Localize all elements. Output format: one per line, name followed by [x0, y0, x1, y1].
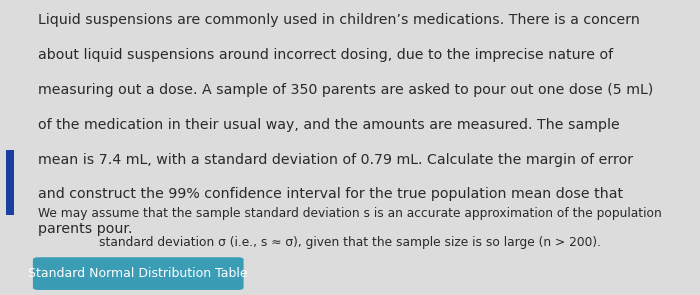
Text: of the medication in their usual way, and the amounts are measured. The sample: of the medication in their usual way, an…	[38, 118, 620, 132]
Text: mean is 7.4 mL, with a standard deviation of 0.79 mL. Calculate the margin of er: mean is 7.4 mL, with a standard deviatio…	[38, 153, 634, 166]
Text: and construct the 99% confidence interval for the true population mean dose that: and construct the 99% confidence interva…	[38, 187, 624, 201]
Text: Standard Normal Distribution Table: Standard Normal Distribution Table	[29, 267, 248, 280]
FancyBboxPatch shape	[6, 150, 14, 215]
FancyBboxPatch shape	[33, 257, 244, 290]
Text: measuring out a dose. A sample of 350 parents are asked to pour out one dose (5 : measuring out a dose. A sample of 350 pa…	[38, 83, 654, 97]
Text: about liquid suspensions around incorrect dosing, due to the imprecise nature of: about liquid suspensions around incorrec…	[38, 48, 614, 62]
Text: We may assume that the sample standard deviation s is an accurate approximation : We may assume that the sample standard d…	[38, 206, 662, 219]
Text: standard deviation σ (i.e., s ≈ σ), given that the sample size is so large (n > : standard deviation σ (i.e., s ≈ σ), give…	[99, 236, 601, 249]
Text: parents pour.: parents pour.	[38, 222, 133, 236]
Text: Liquid suspensions are commonly used in children’s medications. There is a conce: Liquid suspensions are commonly used in …	[38, 13, 640, 27]
